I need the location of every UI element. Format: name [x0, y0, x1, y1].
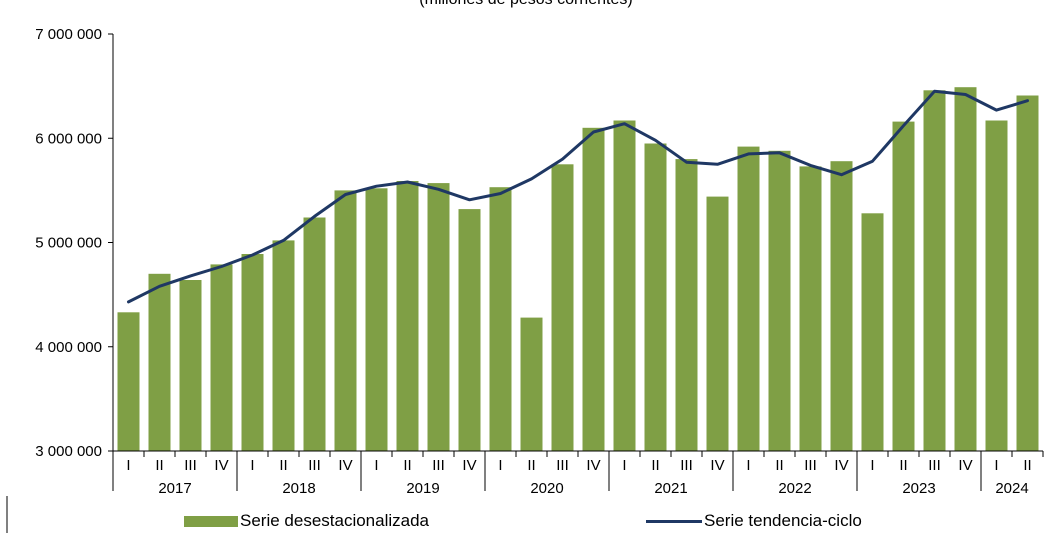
bar-4 [241, 254, 264, 451]
legend-label-tendencia: Serie tendencia-ciclo [704, 511, 862, 530]
x-tick-label-28: I [994, 457, 998, 474]
bar-14 [551, 164, 574, 452]
y-tick-label-0: 3 000 000 [35, 443, 102, 460]
x-tick-label-20: I [746, 457, 750, 474]
legend-label-desestacionalizada: Serie desestacionalizada [240, 511, 430, 530]
x-tick-label-16: I [622, 457, 626, 474]
bar-13 [520, 317, 543, 451]
x-tick-label-19: IV [710, 457, 724, 474]
bar-24 [861, 213, 884, 451]
x-tick-label-6: III [308, 457, 321, 474]
year-label-2017: 2017 [158, 480, 191, 497]
year-label-2019: 2019 [406, 480, 439, 497]
x-tick-label-4: I [250, 457, 254, 474]
legend-item-tendencia: Serie tendencia-ciclo [646, 511, 862, 531]
legend-swatch-line [646, 519, 702, 523]
bar-19 [706, 196, 729, 451]
y-tick-label-3: 6 000 000 [35, 130, 102, 147]
x-tick-label-0: I [126, 457, 130, 474]
x-tick-label-3: IV [214, 457, 228, 474]
x-tick-label-25: II [899, 457, 907, 474]
x-tick-label-18: III [680, 457, 693, 474]
x-tick-label-7: IV [338, 457, 352, 474]
x-tick-label-26: III [928, 457, 941, 474]
bar-0 [117, 312, 140, 451]
year-label-2022: 2022 [778, 480, 811, 497]
bar-20 [737, 146, 760, 451]
bar-7 [334, 190, 357, 451]
bar-9 [396, 181, 419, 451]
y-tick-label-1: 4 000 000 [35, 339, 102, 356]
bar-10 [427, 183, 450, 451]
bar-2 [179, 280, 202, 451]
year-label-2021: 2021 [654, 480, 687, 497]
bar-28 [985, 120, 1008, 451]
year-label-2018: 2018 [282, 480, 315, 497]
x-tick-label-12: I [498, 457, 502, 474]
x-tick-label-5: II [279, 457, 287, 474]
bar-6 [303, 217, 326, 451]
bar-18 [675, 159, 698, 451]
x-tick-label-24: I [870, 457, 874, 474]
x-tick-label-13: II [527, 457, 535, 474]
year-label-2023: 2023 [902, 480, 935, 497]
bar-1 [148, 273, 171, 451]
bar-29 [1016, 95, 1039, 451]
bar-3 [210, 264, 233, 451]
legend-swatch-bar [184, 515, 238, 527]
x-tick-label-23: IV [834, 457, 848, 474]
bar-23 [830, 161, 853, 451]
x-tick-label-17: II [651, 457, 659, 474]
x-tick-label-27: IV [958, 457, 972, 474]
legend-item-desestacionalizada: Serie desestacionalizada [184, 511, 429, 531]
bar-15 [582, 127, 605, 452]
bar-22 [799, 166, 822, 451]
bar-5 [272, 240, 295, 451]
bar-27 [954, 87, 977, 451]
year-label-2020: 2020 [530, 480, 563, 497]
x-tick-label-29: II [1023, 457, 1031, 474]
year-label-2024: 2024 [995, 480, 1028, 497]
x-tick-label-14: III [556, 457, 569, 474]
bar-26 [923, 90, 946, 452]
x-tick-label-1: II [155, 457, 163, 474]
x-tick-label-22: III [804, 457, 817, 474]
x-tick-label-21: II [775, 457, 783, 474]
x-tick-label-2: III [184, 457, 197, 474]
bar-16 [613, 120, 636, 451]
x-tick-label-15: IV [586, 457, 600, 474]
bar-25 [892, 121, 915, 451]
bar-11 [458, 209, 481, 451]
bar-21 [768, 150, 791, 452]
y-tick-label-2: 5 000 000 [35, 235, 102, 252]
bar-17 [644, 143, 667, 451]
bar-12 [489, 187, 512, 451]
bar-8 [365, 188, 388, 452]
x-tick-label-9: II [403, 457, 411, 474]
x-tick-label-11: IV [462, 457, 476, 474]
trend-line [127, 89, 1029, 304]
chart-subtitle: (millones de pesos corrientes) [0, 0, 1052, 9]
x-tick-label-8: I [374, 457, 378, 474]
y-tick-label-4: 7 000 000 [35, 26, 102, 43]
x-tick-label-10: III [432, 457, 445, 474]
